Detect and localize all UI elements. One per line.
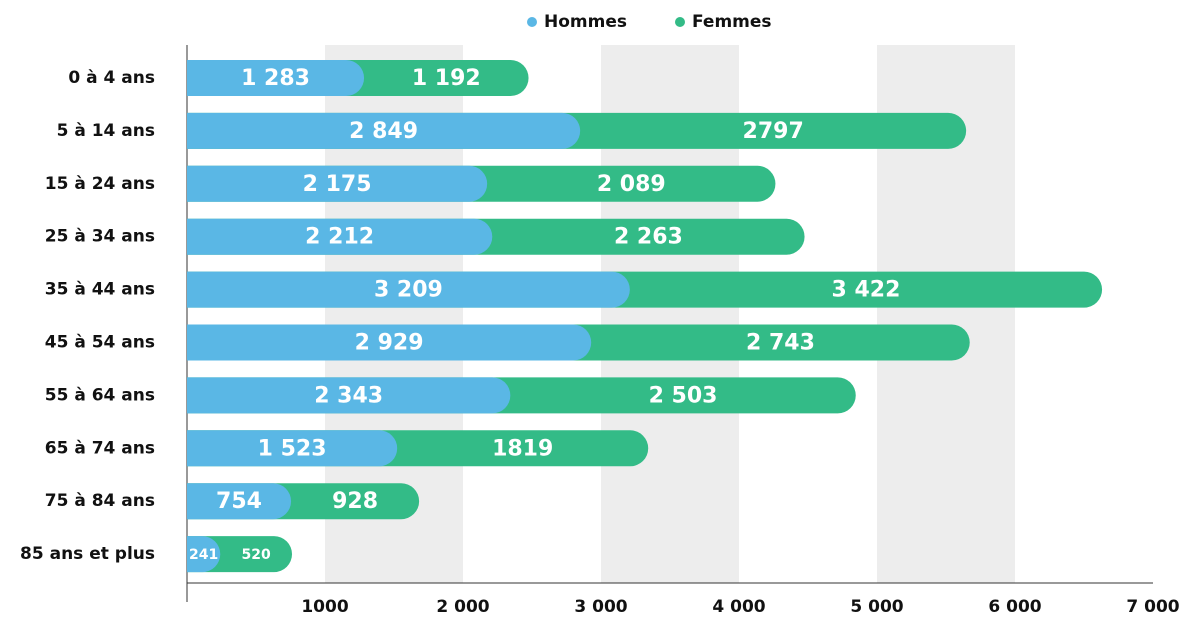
bar-segment bbox=[187, 324, 592, 361]
y-tick-label: 5 à 14 ans bbox=[57, 121, 155, 141]
value-label: 2 849 bbox=[349, 119, 418, 144]
value-label: 3 422 bbox=[832, 278, 901, 303]
value-label: 2 212 bbox=[305, 225, 374, 250]
bar-segment bbox=[187, 483, 292, 520]
value-label: 2797 bbox=[743, 119, 804, 144]
x-tick-label: 5 000 bbox=[850, 597, 903, 617]
value-label: 520 bbox=[242, 547, 271, 563]
value-label: 1 192 bbox=[412, 66, 481, 91]
x-tick-label: 7 000 bbox=[1126, 597, 1179, 617]
bar-segment bbox=[187, 536, 221, 573]
legend-label: Femmes bbox=[692, 12, 772, 32]
bar-segment bbox=[187, 112, 581, 149]
value-label: 754 bbox=[216, 489, 262, 514]
bar-segment bbox=[187, 165, 488, 202]
value-label: 2 503 bbox=[649, 383, 718, 408]
bar-segment bbox=[187, 271, 630, 308]
y-tick-label: 25 à 34 ans bbox=[45, 227, 155, 247]
x-tick-label: 3 000 bbox=[574, 597, 627, 617]
y-tick-label: 85 ans et plus bbox=[20, 544, 155, 564]
value-label: 2 175 bbox=[303, 172, 372, 197]
value-label: 1819 bbox=[492, 436, 553, 461]
bar-segment bbox=[187, 218, 493, 255]
value-label: 928 bbox=[332, 489, 378, 514]
value-label: 2 089 bbox=[597, 172, 666, 197]
x-tick-label: 1000 bbox=[301, 597, 348, 617]
y-tick-label: 75 à 84 ans bbox=[45, 491, 155, 511]
x-tick-label: 6 000 bbox=[988, 597, 1041, 617]
bar-segment bbox=[187, 377, 511, 414]
value-label: 2 263 bbox=[614, 225, 683, 250]
value-label: 2 929 bbox=[355, 331, 424, 356]
legend-marker bbox=[527, 17, 537, 27]
value-label: 3 209 bbox=[374, 278, 443, 303]
y-tick-label: 0 à 4 ans bbox=[68, 68, 155, 88]
bar-segment bbox=[187, 430, 398, 467]
value-label: 241 bbox=[189, 547, 218, 563]
legend-marker bbox=[675, 17, 685, 27]
y-tick-label: 15 à 24 ans bbox=[45, 174, 155, 194]
x-tick-label: 2 000 bbox=[436, 597, 489, 617]
bar-segment bbox=[187, 60, 365, 96]
y-tick-label: 45 à 54 ans bbox=[45, 333, 155, 353]
value-label: 1 283 bbox=[241, 66, 310, 91]
value-label: 1 523 bbox=[258, 436, 327, 461]
value-label: 2 743 bbox=[746, 331, 815, 356]
legend-label: Hommes bbox=[544, 12, 627, 32]
x-tick-label: 4 000 bbox=[712, 597, 765, 617]
y-tick-label: 35 à 44 ans bbox=[45, 280, 155, 300]
value-label: 2 343 bbox=[314, 383, 383, 408]
y-tick-label: 65 à 74 ans bbox=[45, 438, 155, 458]
y-tick-label: 55 à 64 ans bbox=[45, 385, 155, 405]
